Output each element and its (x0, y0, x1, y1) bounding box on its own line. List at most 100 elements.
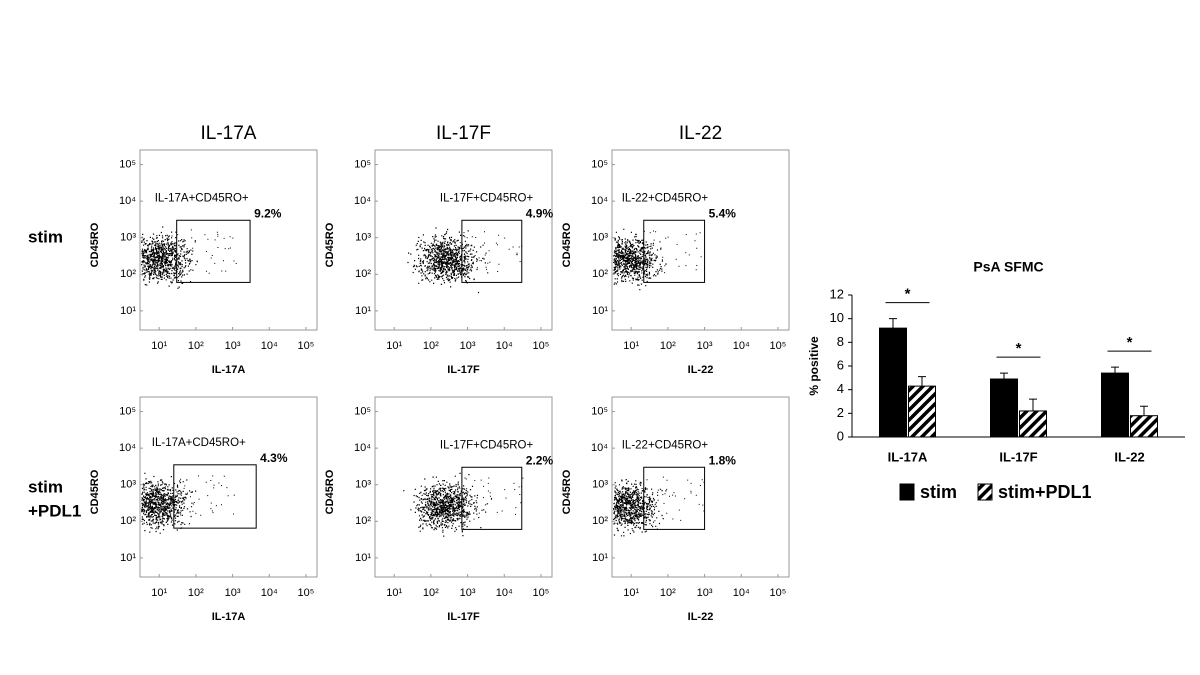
x-tick-label: 10¹ (623, 340, 639, 352)
x-tick-label: 10³ (460, 587, 476, 599)
gate-label: IL-17F+CD45RO+ (440, 192, 534, 204)
y-tick-label: 10³ (120, 479, 136, 491)
y-tick-label: 10 (830, 310, 844, 325)
legend-label: stim+PDL1 (998, 482, 1092, 502)
y-axis-label: CD45RO (89, 469, 101, 514)
error-bar (1111, 366, 1119, 374)
event-cloud (407, 227, 523, 294)
gate-percent: 5.4% (709, 206, 737, 220)
x-tick-label: 10² (188, 340, 204, 352)
y-tick-label: 10² (592, 268, 608, 280)
gate-label: IL-17A+CD45RO+ (155, 192, 249, 204)
y-axis-label: CD45RO (561, 222, 573, 267)
row-label: stim (28, 227, 63, 246)
gate-label: IL-17F+CD45RO+ (440, 439, 534, 451)
error-bar (1000, 372, 1008, 380)
plot-frame (374, 149, 553, 331)
x-tick-label: IL-17F (999, 449, 1037, 464)
x-tick-label: 10¹ (386, 587, 402, 599)
x-axis-label: IL-17F (447, 364, 480, 376)
x-tick-label: IL-17A (888, 449, 928, 464)
y-tick-label: 10² (355, 515, 371, 527)
plot-frame (611, 149, 790, 331)
x-tick-label: 10⁴ (261, 340, 278, 352)
x-tick-label: 10⁴ (733, 587, 750, 599)
significance-mark: * (1127, 334, 1133, 351)
x-tick-label: 10⁴ (496, 340, 513, 352)
x-tick-label: 10⁵ (533, 340, 550, 352)
y-tick-label: 12 (830, 286, 844, 301)
y-tick-label: 10³ (355, 232, 371, 244)
y-tick-label: 2 (837, 405, 844, 420)
y-tick-label: 10⁵ (119, 158, 136, 170)
y-tick-label: 6 (837, 357, 844, 372)
x-axis-label: IL-17F (447, 611, 480, 623)
x-axis-label: IL-17A (212, 364, 246, 376)
x-tick-label: 10³ (697, 587, 713, 599)
x-tick-label: IL-22 (1114, 449, 1144, 464)
y-axis-label: % positive (807, 336, 821, 396)
event-cloud (403, 472, 524, 537)
gate-percent: 9.2% (254, 206, 282, 220)
gate-percent: 1.8% (709, 453, 737, 467)
x-tick-label: 10⁴ (261, 587, 278, 599)
y-tick-label: 10² (120, 268, 136, 280)
y-tick-label: 10⁴ (591, 195, 608, 207)
gate-percent: 4.9% (526, 206, 554, 220)
y-tick-label: 10³ (592, 232, 608, 244)
gate (461, 219, 523, 283)
y-tick-label: 10¹ (355, 305, 371, 317)
bar (990, 378, 1018, 438)
significance-mark: * (1016, 340, 1022, 357)
x-tick-label: 10⁵ (298, 340, 315, 352)
x-axis-label: IL-22 (688, 611, 714, 623)
x-tick-label: 10⁴ (733, 340, 750, 352)
x-tick-label: 10⁵ (533, 587, 550, 599)
bar (1130, 415, 1158, 438)
legend-label: stim (920, 482, 957, 502)
panel-title: IL-22 (679, 123, 722, 144)
bar (908, 385, 936, 438)
bar (879, 327, 907, 438)
y-tick-label: 10⁴ (354, 195, 371, 207)
y-tick-label: 10⁵ (591, 158, 608, 170)
y-tick-label: 10⁵ (591, 405, 608, 417)
error-bar (1140, 405, 1148, 416)
x-tick-label: 10⁵ (770, 340, 787, 352)
legend-swatch (899, 483, 915, 501)
row-label: +PDL1 (28, 501, 81, 520)
panel-title: IL-17A (201, 123, 257, 144)
x-tick-label: 10² (660, 340, 676, 352)
x-tick-label: 10² (423, 587, 439, 599)
y-tick-label: 10¹ (592, 552, 608, 564)
x-tick-label: 10¹ (623, 587, 639, 599)
y-tick-label: 10³ (592, 479, 608, 491)
x-tick-label: 10² (188, 587, 204, 599)
error-bar (889, 318, 897, 329)
plot-frame (139, 149, 318, 331)
bar (1101, 372, 1129, 438)
plot-frame (374, 396, 553, 578)
y-tick-label: 10² (592, 515, 608, 527)
x-tick-label: 10³ (225, 340, 241, 352)
gate-label: IL-22+CD45RO+ (622, 192, 709, 204)
y-tick-label: 8 (837, 334, 844, 349)
gate-label: IL-17A+CD45RO+ (152, 437, 246, 449)
x-tick-label: 10⁵ (298, 587, 315, 599)
gate (173, 464, 257, 529)
event-cloud (141, 226, 237, 289)
x-tick-label: 10⁵ (770, 587, 787, 599)
y-tick-label: 10⁵ (354, 158, 371, 170)
y-tick-label: 10¹ (120, 305, 136, 317)
x-tick-label: 10³ (225, 587, 241, 599)
y-axis-label: CD45RO (89, 222, 101, 267)
gate-percent: 2.2% (526, 453, 554, 467)
x-axis-label: IL-22 (688, 364, 714, 376)
y-tick-label: 10³ (120, 232, 136, 244)
error-bar (918, 376, 926, 387)
gate-percent: 4.3% (260, 451, 288, 465)
y-tick-label: 10¹ (592, 305, 608, 317)
bar (1019, 410, 1047, 438)
y-tick-label: 10³ (355, 479, 371, 491)
